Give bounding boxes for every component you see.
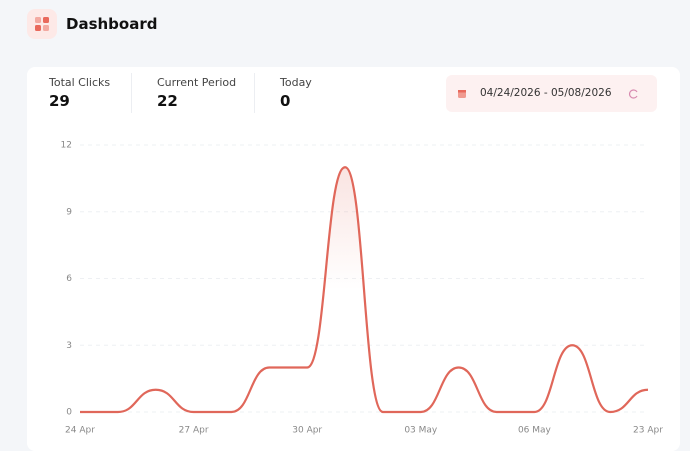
date-range-text: 04/24/2026 - 05/08/2026 (480, 87, 612, 99)
divider (254, 73, 255, 113)
stat-label: Total Clicks (49, 76, 111, 89)
date-range-picker[interactable]: 04/24/2026 - 05/08/2026 (446, 75, 657, 112)
line (79, 166, 649, 414)
x-tick-label: 03 May (404, 426, 438, 436)
x-tick-label: 30 Apr (292, 426, 322, 436)
stat: Total Clicks 29 (49, 76, 110, 110)
page-title: Dashboard (66, 15, 158, 33)
stat-label: Today (280, 76, 312, 89)
stat: Current Period 22 (157, 76, 236, 110)
calendar-icon (458, 90, 466, 98)
y-tick-label: 12 (61, 141, 72, 151)
y-tick-label: 3 (66, 341, 72, 351)
stat: Today 0 (280, 76, 312, 110)
stat-value: 29 (49, 92, 70, 110)
stat-value: 22 (157, 92, 178, 110)
x-tick-label: 06 May (518, 426, 552, 436)
x-tick-label: 27 Apr (179, 426, 209, 436)
y-tick-label: 0 (66, 408, 72, 418)
stat-label: Current Period (157, 76, 237, 89)
stats-card: Total Clicks 29 Current Period 22 Today 0 0… (27, 67, 680, 451)
chart: 0 3 6 9 12 24 Apr 27 Apr 30 Apr 03 May 06 May 23 A… (61, 141, 664, 436)
divider (131, 73, 132, 113)
y-tick-label: 9 (66, 207, 72, 217)
logo-icon (27, 9, 57, 39)
y-tick-label: 6 (66, 274, 72, 284)
stat-value: 0 (280, 92, 291, 110)
refresh-icon[interactable] (628, 88, 640, 100)
x-tick-label: 24 Apr (65, 426, 95, 436)
x-tick-label: 23 Apr (633, 426, 663, 436)
